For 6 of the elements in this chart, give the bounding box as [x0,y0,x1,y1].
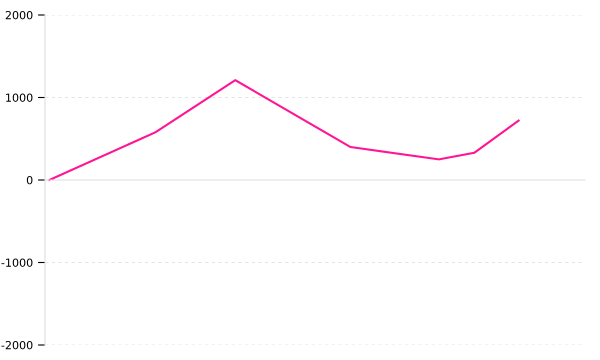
y-tick-label: 2000 [6,10,32,20]
line-series [48,79,520,182]
y-tick-label: -1000 [1,258,32,267]
y-tick-label: 1000 [6,93,32,102]
y-tick-label: 0 [26,176,32,184]
y-tick-label: -2000 [1,340,32,350]
